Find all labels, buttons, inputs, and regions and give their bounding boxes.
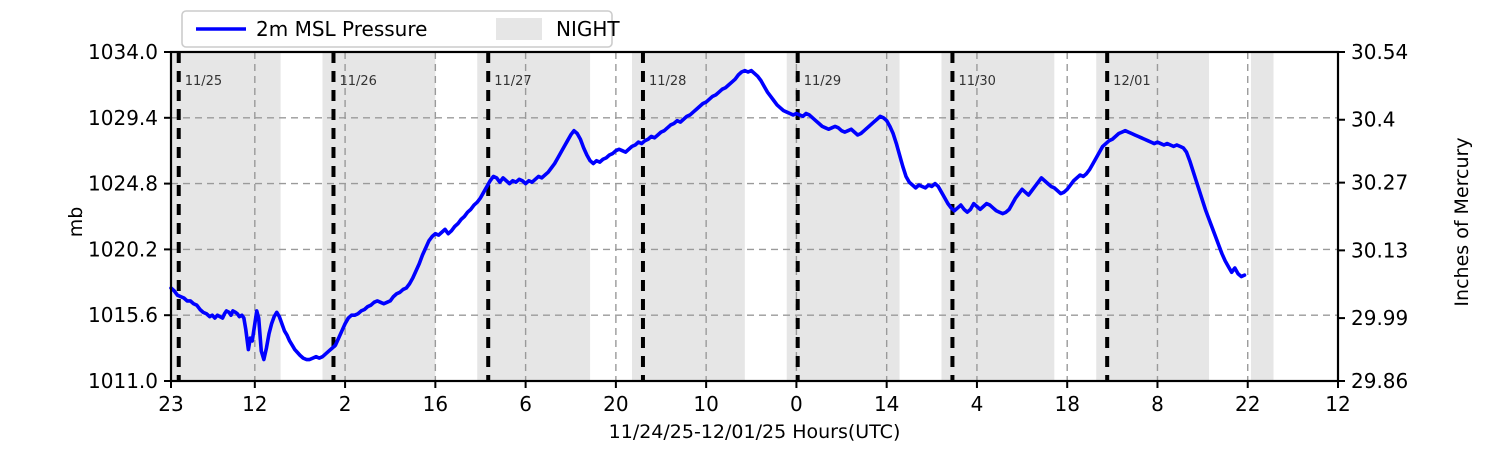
y-tick-label: 1020.2: [88, 237, 158, 261]
x-tick-label: 23: [158, 392, 183, 416]
x-tick-label: 20: [603, 392, 628, 416]
legend-series-label: 2m MSL Pressure: [256, 17, 427, 41]
axes: 1011.0 1015.6 1020.2 1024.8 1029.4 1034.0 29.8…: [88, 40, 1408, 416]
night-band: [1250, 52, 1274, 381]
x-tick-label: 0: [790, 392, 803, 416]
day-label: 11/28: [649, 74, 686, 89]
day-label: 12/01: [1113, 74, 1150, 89]
day-label: 11/25: [185, 74, 222, 89]
x-tick-label: 16: [423, 392, 448, 416]
x-tick-label: 18: [1054, 392, 1079, 416]
plot-frame: [169, 50, 1340, 383]
left-axis-title: mb: [65, 207, 87, 238]
y2-tick-label: 30.4: [1351, 108, 1396, 132]
day-label: 11/29: [804, 74, 841, 89]
x-tick-label: 2: [339, 392, 352, 416]
night-bands: [171, 52, 1274, 381]
y-tick-label: 1034.0: [88, 40, 158, 64]
night-band: [171, 52, 281, 381]
grid-lines: [171, 52, 1338, 381]
pressure-line: [169, 68, 1247, 362]
x-axis-title: 11/24/25-12/01/25 Hours(UTC): [609, 421, 901, 443]
x-tick-label: 14: [874, 392, 899, 416]
x-tick-label: 6: [519, 392, 532, 416]
y2-tick-label: 29.86: [1351, 369, 1408, 393]
y2-tick-label: 30.13: [1351, 238, 1408, 262]
y-tick-label: 1011.0: [88, 369, 158, 393]
night-band: [631, 52, 745, 381]
y2-tick-label: 30.27: [1351, 171, 1408, 195]
y2-tick-label: 29.99: [1351, 306, 1408, 330]
legend: 2m MSL Pressure NIGHT: [181, 10, 620, 48]
right-axis-title: Inches of Mercury: [1451, 137, 1473, 306]
day-label: 11/26: [339, 74, 376, 89]
x-tick-label: 22: [1235, 392, 1260, 416]
x-tick-label: 12: [242, 392, 267, 416]
legend-night-label: NIGHT: [556, 17, 620, 41]
day-markers: 11/25 11/26 11/27 11/28 11/29 11/30 12/01: [176, 52, 1151, 381]
day-label: 11/27: [494, 74, 531, 89]
y-tick-label: 1029.4: [88, 106, 158, 130]
x-tick-label: 8: [1151, 392, 1164, 416]
night-band: [786, 52, 900, 381]
y2-tick-label: 30.54: [1351, 40, 1408, 64]
night-band: [322, 52, 436, 381]
legend-night-swatch: [496, 18, 542, 40]
x-tick-label: 12: [1325, 392, 1350, 416]
y-tick-label: 1015.6: [88, 303, 158, 327]
night-band: [941, 52, 1055, 381]
night-band: [1096, 52, 1210, 381]
day-label: 11/30: [958, 74, 995, 89]
x-tick-label: 4: [971, 392, 984, 416]
x-tick-label: 10: [693, 392, 718, 416]
y-tick-label: 1024.8: [88, 172, 158, 196]
night-band: [477, 52, 591, 381]
